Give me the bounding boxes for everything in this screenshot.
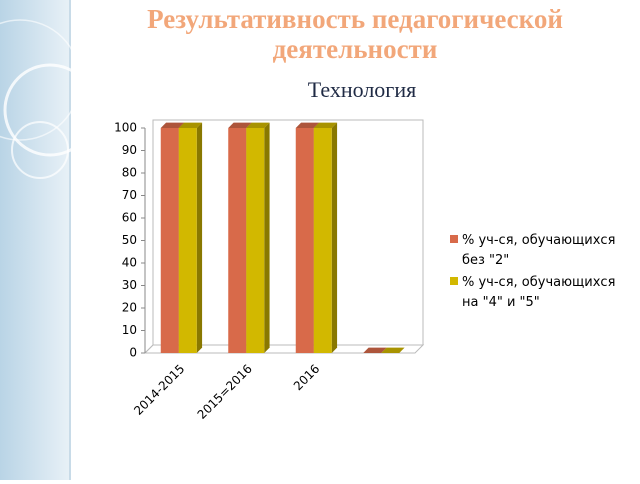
y-tick-label: 30 [122,278,137,292]
bar [246,122,270,354]
bar-top [228,122,252,128]
legend-line: % уч-ся, обучающихся [462,275,615,290]
bar [381,347,405,353]
x-tick-label: 2014-2015 [131,362,187,418]
bar-front [295,128,314,353]
bar-top [381,347,405,353]
legend-label: % уч-ся, обучающихся без "2" [462,233,615,268]
decor-circle [3,63,97,157]
bar-top [246,122,270,128]
y-tick-label: 0 [129,346,137,360]
bar-front [228,128,247,353]
y-tick-label: 90 [122,143,137,157]
bar [313,122,338,354]
bar-side [264,122,270,354]
bar-top [313,122,338,128]
decor-circle [11,121,69,179]
bar-side [196,122,203,354]
y-tick-label: 70 [122,188,137,202]
bar-top [178,122,203,128]
x-tick-label: 2016 [291,362,322,393]
y-tick-label: 60 [122,211,137,225]
side-strip [0,0,70,480]
bar-top [363,347,387,353]
bar-top [295,122,320,128]
title-line: Результативность педагогической [147,4,563,34]
bar-front [246,128,265,353]
bar-front [160,128,179,353]
decor-circle [0,19,81,141]
legend-swatch [450,235,458,243]
subtitle: Технология [308,77,416,102]
bar [178,122,203,354]
bar-front [178,128,197,353]
legend-line: % уч-ся, обучающихся [462,233,615,248]
y-tick-label: 100 [114,121,137,135]
bar [363,347,387,353]
legend-swatch [450,277,458,285]
y-tick-label: 10 [122,323,137,337]
y-tick-label: 20 [122,301,137,315]
bar-front [313,128,332,353]
legend-line: на "4" и "5" [462,295,540,310]
x-tick-label: 2015=2016 [195,362,255,422]
y-tick-label: 50 [122,233,137,247]
y-tick-label: 40 [122,256,137,270]
legend-label: % уч-ся, обучающихся на "4" и "5" [462,275,615,310]
y-tick-label: 80 [122,166,137,180]
title-line: деятельности [273,34,438,64]
bar-top [160,122,185,128]
bar-side [331,122,338,354]
legend-line: без "2" [462,253,509,268]
